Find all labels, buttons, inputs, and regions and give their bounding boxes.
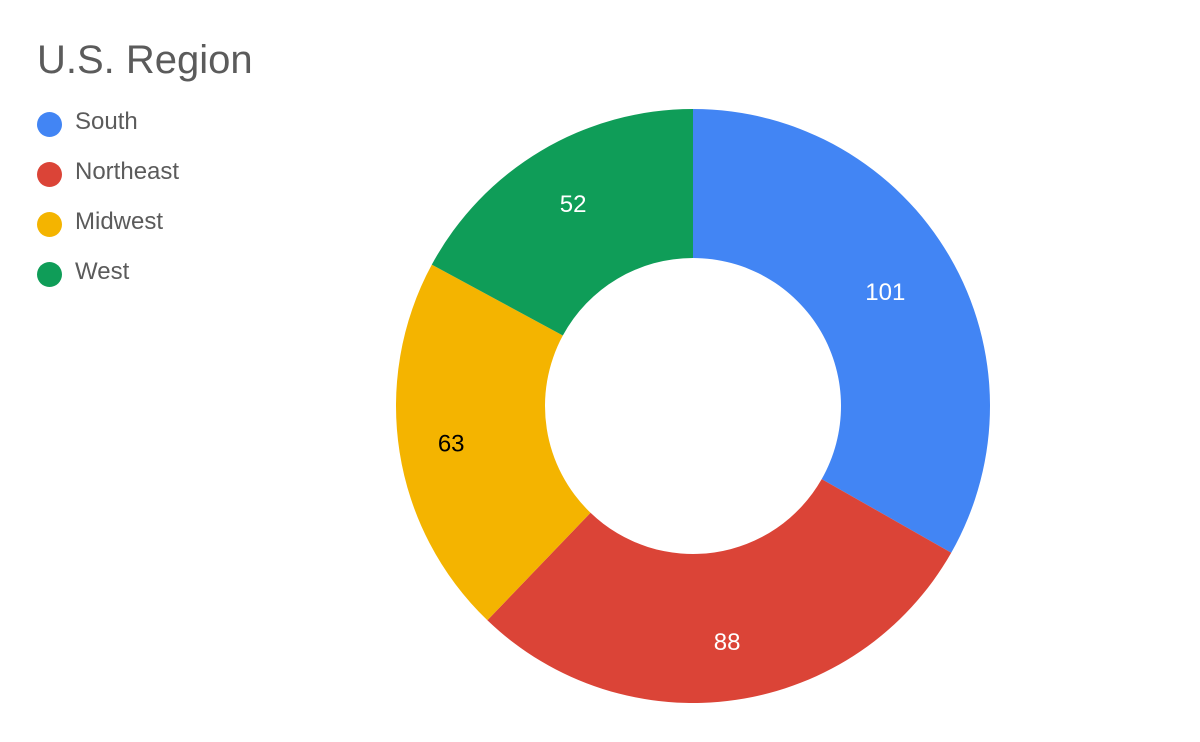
svg-text:101: 101 — [865, 279, 905, 306]
svg-text:88: 88 — [714, 629, 741, 656]
svg-text:63: 63 — [438, 430, 465, 457]
svg-text:52: 52 — [560, 191, 587, 218]
